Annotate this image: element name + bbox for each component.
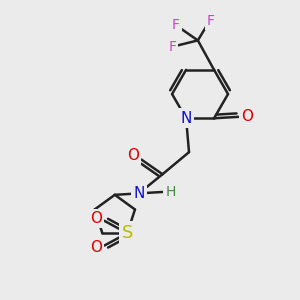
Text: N: N bbox=[180, 111, 192, 126]
Text: F: F bbox=[168, 40, 176, 54]
Text: F: F bbox=[207, 14, 215, 28]
Text: O: O bbox=[90, 211, 102, 226]
Text: H: H bbox=[165, 185, 176, 199]
Text: S: S bbox=[122, 224, 133, 242]
Text: O: O bbox=[241, 109, 253, 124]
Text: O: O bbox=[90, 240, 102, 255]
Text: O: O bbox=[127, 148, 139, 164]
Text: N: N bbox=[133, 186, 145, 201]
Text: F: F bbox=[172, 18, 180, 32]
